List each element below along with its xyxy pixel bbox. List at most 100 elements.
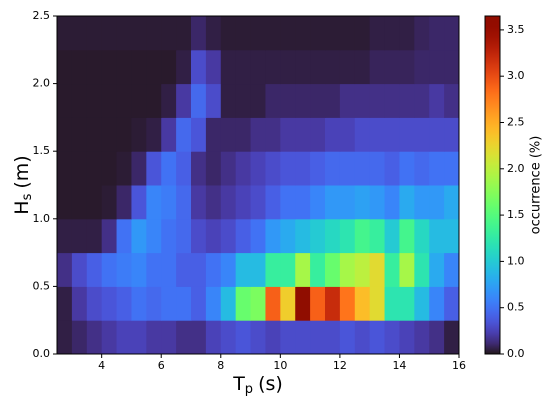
y-tick-label: 0.5: [33, 279, 51, 292]
heatmap-cell: [354, 16, 371, 51]
heatmap-cell: [369, 185, 386, 220]
heatmap-cell: [354, 151, 371, 186]
heatmap-cell: [250, 16, 266, 51]
heatmap-cell: [414, 117, 430, 152]
y-tick-label: 1.0: [33, 212, 51, 225]
heatmap-cell: [71, 83, 88, 118]
heatmap-cell: [116, 320, 132, 355]
heatmap-cell: [161, 49, 177, 85]
heatmap-cell: [265, 218, 281, 254]
heatmap-cell: [310, 117, 326, 152]
heatmap-cell: [265, 320, 281, 355]
heatmap-cell: [354, 185, 371, 220]
heatmap-cell: [131, 16, 147, 51]
heatmap-cell: [131, 185, 147, 220]
heatmap-cell: [384, 218, 400, 254]
heatmap-cell: [101, 117, 118, 152]
heatmap-cell: [131, 83, 147, 118]
heatmap-cell: [220, 320, 237, 355]
heatmap-cell: [414, 218, 430, 254]
heatmap-cell: [325, 286, 341, 321]
heatmap-cell: [354, 286, 371, 321]
plot-frame: [56, 15, 460, 355]
heatmap-cell: [205, 286, 222, 321]
heatmap-cell: [414, 320, 430, 355]
heatmap-cell: [191, 49, 207, 85]
heatmap-cell: [339, 49, 356, 85]
heatmap-cell: [220, 185, 237, 220]
colorbar: [484, 15, 501, 355]
heatmap-cell: [429, 117, 445, 152]
heatmap-cell: [250, 218, 266, 254]
heatmap-cell: [444, 218, 460, 254]
heatmap-cell: [399, 151, 415, 186]
heatmap-cell: [384, 252, 400, 287]
heatmap-cell: [384, 320, 400, 355]
heatmap-cell: [116, 185, 132, 220]
heatmap-cell: [220, 218, 237, 254]
heatmap-cell: [176, 16, 192, 51]
y-tick-label: 1.5: [33, 144, 51, 157]
heatmap-cell: [71, 252, 88, 287]
heatmap-cell: [191, 218, 207, 254]
colorbar-tick-label: 1.5: [507, 208, 525, 221]
heatmap-cell: [339, 16, 356, 51]
heatmap-cell: [57, 151, 73, 186]
heatmap-cell: [146, 117, 162, 152]
heatmap-cell: [339, 185, 356, 220]
heatmap-cell: [205, 185, 222, 220]
heatmap-cell: [235, 218, 252, 254]
heatmap-cell: [250, 117, 266, 152]
heatmap-cell: [235, 185, 252, 220]
heatmap-cell: [220, 252, 237, 287]
heatmap-cell: [325, 49, 341, 85]
heatmap-cell: [429, 185, 445, 220]
heatmap-cell: [116, 83, 132, 118]
heatmap-cell: [101, 218, 118, 254]
heatmap-cell: [429, 151, 445, 186]
heatmap-cell: [146, 16, 162, 51]
heatmap-cell: [295, 117, 311, 152]
heatmap-cell: [444, 16, 460, 51]
heatmap-cell: [116, 218, 132, 254]
heatmap-cell: [116, 117, 132, 152]
heatmap-cell: [191, 16, 207, 51]
heatmap-cell: [86, 286, 103, 321]
heatmap-cell: [146, 286, 162, 321]
heatmap-cell: [57, 286, 73, 321]
y-tick-label: 2.5: [33, 9, 51, 22]
heatmap-cell: [205, 49, 222, 85]
heatmap-cell: [71, 117, 88, 152]
heatmap-cell: [295, 218, 311, 254]
heatmap-cell: [205, 151, 222, 186]
heatmap-cell: [280, 151, 296, 186]
heatmap-cell: [339, 286, 356, 321]
heatmap-cell: [325, 252, 341, 287]
colorbar-tick-label: 2.5: [507, 115, 525, 128]
heatmap-cell: [161, 320, 177, 355]
heatmap-cell: [265, 49, 281, 85]
heatmap-cell: [191, 286, 207, 321]
colorbar-tick-label: 3.5: [507, 23, 525, 36]
heatmap-cell: [86, 252, 103, 287]
heatmap-cell: [339, 218, 356, 254]
heatmap-cell: [280, 49, 296, 85]
heatmap-cell: [131, 286, 147, 321]
x-label-base: T: [232, 373, 245, 395]
colorbar-tick-label: 1.0: [507, 254, 525, 267]
heatmap-cell: [86, 320, 103, 355]
heatmap-cell: [384, 117, 400, 152]
heatmap-cell: [176, 83, 192, 118]
heatmap-cell: [444, 49, 460, 85]
y-label-base: H: [11, 200, 33, 214]
heatmap-cell: [280, 286, 296, 321]
heatmap-cell: [339, 320, 356, 355]
heatmap-cell: [369, 320, 386, 355]
heatmap-cell: [414, 16, 430, 51]
x-tick-label: 12: [333, 359, 347, 372]
heatmap-cell: [220, 16, 237, 51]
heatmap-cell: [235, 320, 252, 355]
heatmap-cell: [399, 185, 415, 220]
heatmap-cell: [146, 83, 162, 118]
heatmap-cell: [86, 83, 103, 118]
